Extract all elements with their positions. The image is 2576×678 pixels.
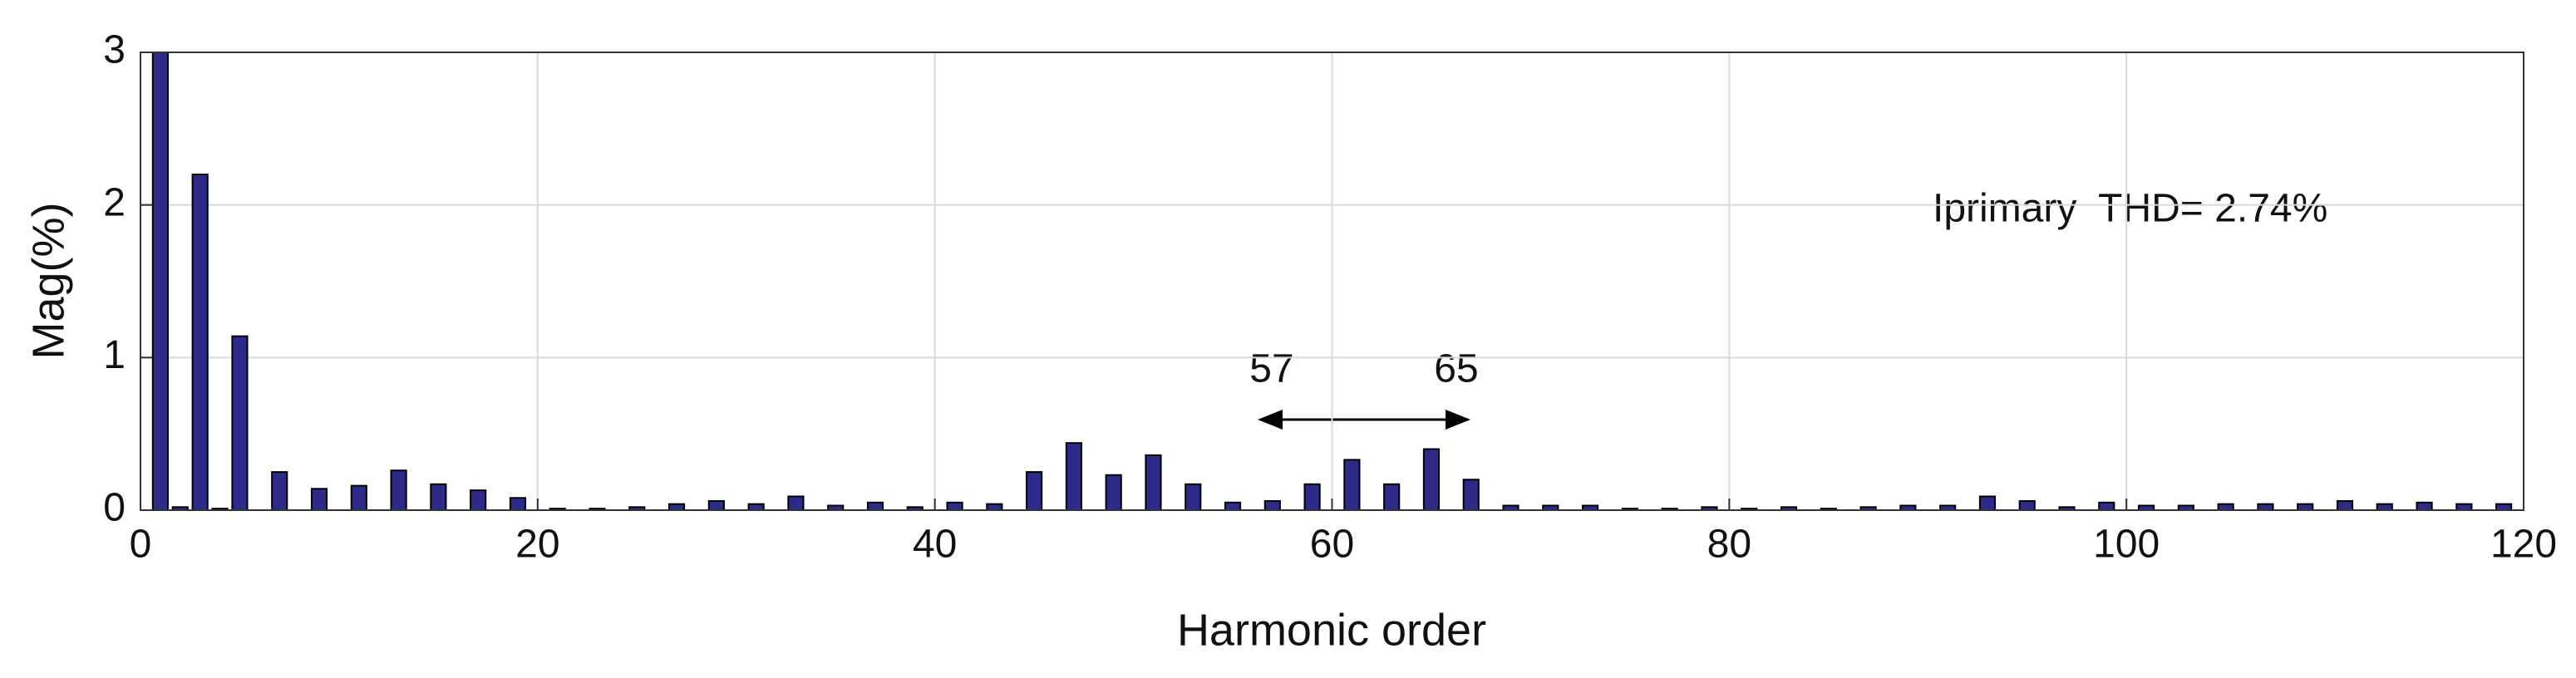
bar: [2336, 499, 2354, 511]
bar: [2297, 503, 2314, 511]
bar: [1105, 474, 1122, 511]
bar: [2376, 503, 2393, 511]
y-tick-label: 2: [103, 180, 126, 224]
bar: [271, 471, 288, 511]
bar: [2257, 503, 2274, 511]
bar: [1145, 454, 1162, 512]
bar: [1026, 471, 1043, 511]
bar: [1185, 483, 1202, 512]
y-tick-label: 3: [103, 28, 126, 72]
bar: [231, 335, 249, 511]
bar: [1224, 501, 1242, 511]
bar: [1343, 459, 1361, 512]
x-tick-label: 120: [2490, 523, 2557, 567]
bar: [1462, 479, 1480, 511]
bar: [1383, 483, 1401, 512]
arrow-start-label: 57: [1249, 347, 1293, 391]
bar: [707, 499, 725, 511]
bar: [430, 483, 447, 512]
bar: [2217, 503, 2234, 511]
bar: [191, 173, 209, 512]
plot-frame: [140, 52, 2524, 511]
bar: [310, 488, 328, 512]
arrow-end-label: 65: [1434, 347, 1478, 391]
bar: [667, 503, 686, 511]
y-tick-label: 1: [103, 333, 126, 377]
bar: [470, 489, 487, 512]
bar: [866, 501, 884, 511]
bar: [986, 503, 1003, 511]
bar: [1065, 442, 1082, 511]
bar: [2098, 501, 2115, 511]
thd-annotation: Iprimary THD= 2.74%: [1933, 187, 2327, 231]
bar: [390, 469, 407, 511]
x-tick-label: 80: [1707, 523, 1751, 567]
bar: [2455, 503, 2473, 511]
x-tick-label: 100: [2093, 523, 2160, 567]
bar: [747, 503, 765, 511]
bar: [151, 52, 169, 511]
bar: [509, 497, 527, 511]
bar: [2495, 503, 2513, 511]
x-tick-label: 60: [1310, 523, 1354, 567]
bar: [1978, 495, 1997, 511]
x-tick-label: 0: [130, 523, 152, 567]
bar: [946, 501, 963, 511]
bar: [1422, 448, 1441, 511]
bar: [2416, 501, 2433, 511]
bar: [1303, 483, 1321, 512]
bar: [787, 495, 805, 511]
y-axis-label: Mag(%): [23, 202, 73, 359]
bar: [1263, 499, 1281, 511]
x-axis-label: Harmonic order: [1177, 605, 1486, 655]
bar: [350, 484, 367, 512]
y-tick-label: 0: [103, 486, 126, 530]
x-tick-label: 20: [515, 523, 559, 567]
x-tick-label: 40: [913, 523, 957, 567]
bar: [2018, 499, 2036, 511]
